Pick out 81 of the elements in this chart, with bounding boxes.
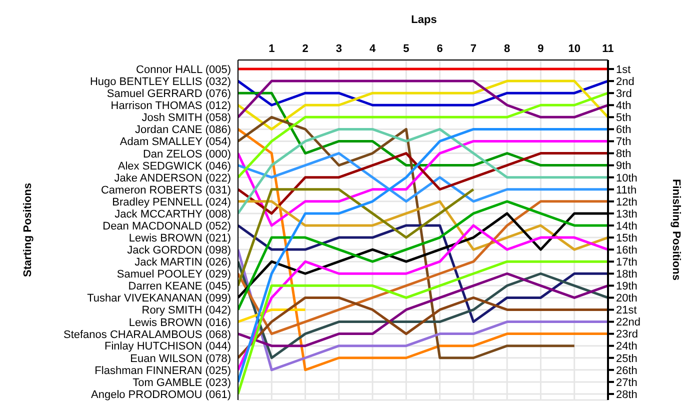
y-tick-label: 2nd bbox=[616, 76, 634, 88]
x-tick-label: 11 bbox=[602, 43, 614, 55]
y-tick-label: 27th bbox=[616, 376, 638, 389]
line-series bbox=[238, 188, 475, 287]
line-series bbox=[238, 224, 608, 372]
series-label: Tushar VIVEKANANAN (099) bbox=[87, 292, 231, 305]
series-label: Josh SMITH (058) bbox=[142, 112, 231, 124]
line-series bbox=[238, 80, 608, 130]
x-tick-label: 9 bbox=[538, 43, 544, 55]
y-tick-label: 26th bbox=[616, 364, 638, 377]
x-tick-label: 6 bbox=[436, 43, 443, 55]
y-tick-label: 5th bbox=[616, 112, 632, 124]
y-tick-label: 19th bbox=[616, 280, 638, 293]
x-tick-label: 5 bbox=[403, 43, 410, 55]
series-label: Bradley PENNELL (024) bbox=[112, 196, 231, 208]
series-label: Alex SEDGWICK (046) bbox=[118, 160, 231, 172]
y-tick-label: 14th bbox=[616, 220, 638, 232]
series-label: Samuel POOLEY (029) bbox=[116, 268, 231, 281]
x-axis-title: Laps bbox=[410, 14, 438, 26]
y-tick-label: 28th bbox=[616, 388, 638, 401]
series-label: Rory SMITH (042) bbox=[142, 304, 231, 317]
y-tick-label: 17th bbox=[616, 256, 638, 268]
series-label: Flashman FINNERAN (025) bbox=[94, 364, 231, 377]
y-tick-label: 22nd bbox=[616, 316, 640, 329]
series-label: Jack MCCARTHY (008) bbox=[114, 208, 231, 220]
series-label: Angelo PRODROMOU (061) bbox=[91, 388, 231, 401]
text: Lewis BROWN (021) bbox=[128, 232, 231, 244]
y-tick-label: 25th bbox=[616, 352, 638, 365]
series-label: Tom GAMBLE (023) bbox=[132, 376, 231, 389]
y-tick-label: 24th bbox=[616, 340, 638, 353]
series-label: Lewis BROWN (016) bbox=[128, 316, 231, 329]
y-tick-label: 16th bbox=[616, 244, 638, 256]
text: Finlay HUTCHISON (044) bbox=[104, 340, 231, 353]
y-tick-label: 10th bbox=[616, 172, 638, 184]
line-series bbox=[238, 140, 608, 227]
y-tick-label: 23rd bbox=[616, 328, 638, 341]
series-label: Adam SMALLEY (054) bbox=[120, 136, 231, 148]
line-series bbox=[238, 272, 608, 348]
y-tick-label: 1st bbox=[616, 64, 631, 76]
y-tick-label: 4th bbox=[616, 100, 632, 112]
x-tick-label: 3 bbox=[336, 43, 342, 55]
line-series bbox=[238, 200, 608, 251]
series-label: Dean MACDONALD (052) bbox=[102, 220, 231, 232]
y-tick-label: 7th bbox=[616, 136, 632, 148]
series-label: Stefanos CHARALAMBOUS (068) bbox=[63, 328, 231, 341]
y-tick-label: 12th bbox=[616, 196, 638, 208]
x-tick-label: 4 bbox=[369, 43, 376, 55]
series-label: Samuel GERRARD (076) bbox=[106, 88, 231, 100]
line-series bbox=[238, 260, 608, 396]
y-tick-label: 3rd bbox=[616, 88, 632, 100]
series-label: Dan ZELOS (000) bbox=[142, 148, 231, 160]
x-tick-label: 7 bbox=[470, 43, 477, 55]
series-label: Jordan CANE (086) bbox=[135, 124, 231, 136]
legend-title: Starting Positions bbox=[22, 182, 34, 280]
series-label: Hugo BENTLEY ELLIS (032) bbox=[90, 76, 231, 88]
series-label: Connor HALL (005) bbox=[136, 64, 231, 76]
line-series bbox=[238, 152, 608, 203]
series-label: Jake ANDERSON (022) bbox=[114, 172, 231, 184]
x-tick-label: 2 bbox=[302, 43, 308, 55]
y-tick-label: 21st bbox=[616, 304, 637, 317]
x-tick-label: 10 bbox=[568, 43, 580, 55]
y-tick-label: 11th bbox=[616, 184, 637, 196]
y-axis-title: Finishing Positions bbox=[670, 178, 682, 283]
line-series bbox=[238, 128, 608, 215]
y-tick-label: 6th bbox=[616, 124, 632, 136]
series-label: Jack MARTIN (026) bbox=[134, 256, 231, 269]
line-series bbox=[238, 152, 608, 215]
y-tick-label: 20th bbox=[616, 292, 638, 305]
y-tick-label: 8th bbox=[616, 148, 632, 160]
y-tick-label: 18th bbox=[616, 268, 638, 281]
x-tick-label: 8 bbox=[504, 43, 510, 55]
series-label: Cameron ROBERTS (031) bbox=[100, 184, 231, 196]
series-label: Euan WILSON (078) bbox=[130, 352, 231, 365]
y-tick-label: 13th bbox=[616, 208, 638, 220]
y-tick-label: 9th bbox=[616, 160, 632, 172]
series-label: Darren KEANE (045) bbox=[128, 280, 231, 293]
series-label: Jack GORDON (098) bbox=[127, 244, 231, 257]
line-series bbox=[238, 296, 608, 360]
y-tick-label: 15th bbox=[616, 232, 638, 244]
x-tick-label: 1 bbox=[268, 43, 275, 55]
series-label: Harrison THOMAS (012) bbox=[110, 100, 231, 112]
